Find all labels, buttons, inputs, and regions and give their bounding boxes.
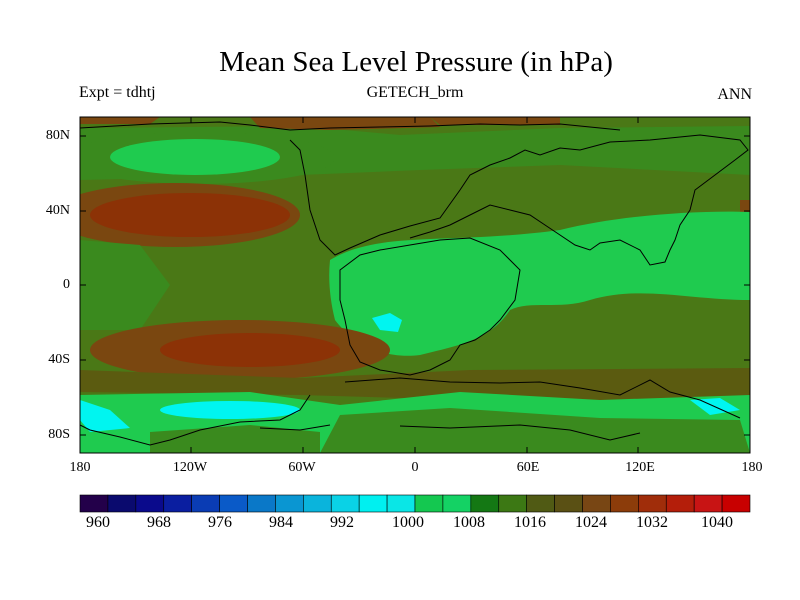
colorbar-swatch	[526, 494, 555, 513]
lon-label-0: 0	[411, 460, 419, 475]
lat-label-0: 0	[63, 277, 70, 292]
field-antarctic	[320, 408, 750, 453]
lon-label-120e: 120E	[625, 460, 655, 475]
map-title: Mean Sea Level Pressure (in hPa)	[219, 46, 613, 78]
colorbar-swatch	[470, 494, 500, 513]
colorbar-swatch	[554, 494, 583, 513]
field-tropical-low	[329, 211, 750, 356]
period-label: ANN	[717, 86, 752, 103]
field-polar-1024	[80, 117, 560, 130]
field-south-belt	[80, 368, 750, 400]
field-cyan-southern-low-west	[80, 400, 130, 432]
lat-label-40n: 40N	[45, 203, 70, 218]
colorbar-swatch	[582, 494, 611, 513]
colorbar-swatch	[442, 494, 472, 513]
colorbar-label-960: 960	[86, 514, 110, 531]
colorbar-label-1008: 1008	[453, 514, 485, 531]
colorbar-swatch	[107, 494, 137, 513]
lon-label-180w: 180	[69, 460, 91, 475]
coast-southern-islands	[259, 424, 641, 441]
lat-label-40s: 40S	[48, 352, 70, 367]
colorbar-swatch	[610, 494, 639, 513]
experiment-label: Expt = tdhtj	[79, 84, 156, 101]
colorbar-swatch	[330, 494, 360, 513]
colorbar-swatch	[135, 494, 165, 513]
field-north-pacific-high	[90, 193, 290, 237]
field-south-pacific-high	[160, 333, 340, 367]
colorbar-swatch	[191, 494, 220, 513]
colorbar-label-992: 992	[330, 514, 354, 531]
colorbar-label-1000: 1000	[392, 514, 424, 531]
colorbar-swatch	[638, 494, 667, 513]
lon-label-180e: 180	[741, 460, 763, 475]
coast-gondwana	[339, 237, 521, 376]
dataset-label: GETECH_brm	[366, 84, 464, 101]
lat-label-80n: 80N	[45, 128, 70, 143]
colorbar-swatch	[79, 494, 109, 513]
colorbar	[79, 494, 751, 513]
map-ticks	[80, 117, 750, 453]
colorbar-label-984: 984	[269, 514, 293, 531]
coastlines	[79, 121, 749, 446]
field-aleutian-low	[110, 139, 280, 175]
lon-label-60w: 60W	[288, 460, 316, 475]
colorbar-swatch	[303, 494, 332, 513]
colorbar-swatch	[414, 494, 444, 513]
colorbar-label-1024: 1024	[575, 514, 607, 531]
colorbar-label-1032: 1032	[636, 514, 668, 531]
colorbar-swatch	[498, 494, 527, 513]
coast-australia-antarctica	[79, 377, 741, 446]
colorbar-label-1016: 1016	[514, 514, 546, 531]
colorbar-label-1040: 1040	[701, 514, 733, 531]
field-cyan-southern-low	[160, 401, 300, 419]
field-tropical-ring	[80, 240, 170, 330]
colorbar-swatch	[163, 494, 192, 513]
colorbar-swatch	[721, 494, 751, 513]
colorbar-swatch	[275, 494, 304, 513]
colorbar-label-976: 976	[208, 514, 232, 531]
lon-label-60e: 60E	[516, 460, 540, 475]
colorbar-swatch	[219, 494, 248, 513]
lat-label-80s: 80S	[48, 427, 70, 442]
colorbar-swatch	[247, 494, 276, 513]
coast-laurasia	[289, 134, 749, 266]
colorbar-swatch	[693, 494, 723, 513]
field-cyan-tropic	[372, 313, 402, 332]
coast-north-arctic	[79, 121, 621, 131]
lon-label-120w: 120W	[172, 460, 208, 475]
colorbar-swatch	[358, 494, 388, 513]
colorbar-swatch	[665, 494, 695, 513]
pressure-field	[80, 117, 750, 453]
colorbar-swatch	[386, 494, 416, 513]
colorbar-label-968: 968	[147, 514, 171, 531]
